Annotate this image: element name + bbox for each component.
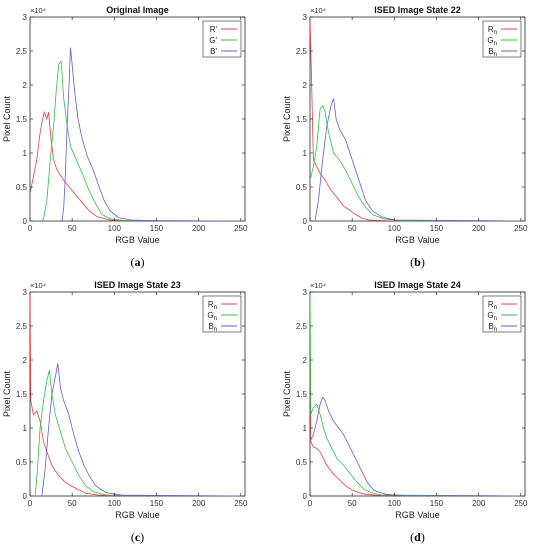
chart-1-title: ISED Image State 22 <box>374 5 461 15</box>
chart-2-ytick-label-1: 0.5 <box>16 458 28 467</box>
chart-0-xtick-label-3: 150 <box>150 224 164 233</box>
chart-1-ytick-label-4: 2 <box>303 81 308 90</box>
chart-0-xlabel: RGB Value <box>115 235 159 245</box>
chart-3-y-exponent: ×10⁴ <box>310 281 326 290</box>
chart-3-xtick-label-3: 150 <box>430 499 444 508</box>
chart-1-xlabel: RGB Value <box>395 235 439 245</box>
chart-0-legend-label-2: B' <box>210 47 217 56</box>
chart-1-ytick-label-2: 1 <box>303 149 308 158</box>
chart-3-caption: (d) <box>410 530 425 544</box>
chart-0-ytick-label-0: 0 <box>23 217 28 226</box>
chart-3-ytick-label-6: 3 <box>303 288 308 297</box>
chart-1-xtick-label-2: 100 <box>388 224 402 233</box>
chart-3-series-1-line <box>310 292 525 496</box>
chart-0-xtick-label-5: 250 <box>234 224 248 233</box>
chart-0-title: Original Image <box>106 5 169 15</box>
chart-3-series-0-line <box>310 292 525 496</box>
chart-3-panel: 0 50 100 150 200 250 0 0.5 1 1.5 2 2.5 3×10⁴ ISED Ima… <box>282 280 528 544</box>
chart-3-xtick-label-4: 200 <box>472 499 486 508</box>
chart-3-xtick-label-5: 250 <box>514 499 528 508</box>
chart-2-xtick-label-3: 150 <box>150 499 164 508</box>
chart-0-xtick-label-2: 100 <box>108 224 122 233</box>
chart-2-ytick-label-5: 2.5 <box>16 322 28 331</box>
chart-1-legend-label-1: Gn <box>487 36 497 47</box>
chart-2-ytick-label-4: 2 <box>23 356 28 365</box>
chart-2-xtick-label-1: 50 <box>68 499 77 508</box>
chart-1-series-1-line <box>310 104 525 221</box>
chart-0-xtick-label-4: 200 <box>192 224 206 233</box>
chart-3-ytick-label-1: 0.5 <box>296 458 308 467</box>
chart-2-xtick-label-0: 0 <box>28 499 33 508</box>
chart-1-ytick-label-6: 3 <box>303 13 308 22</box>
chart-3-legend-label-2: Bn <box>488 322 497 333</box>
chart-2-xtick-label-4: 200 <box>192 499 206 508</box>
chart-1-ytick-label-3: 1.5 <box>296 115 308 124</box>
chart-0-xtick-label-1: 50 <box>68 224 77 233</box>
chart-2-legend-label-1: Gn <box>207 311 217 322</box>
chart-3-ytick-label-0: 0 <box>303 492 308 501</box>
chart-2-ylabel: Pixel Count <box>2 370 12 417</box>
chart-3-xtick-label-0: 0 <box>308 499 313 508</box>
chart-3-legend-label-0: Rn <box>488 300 497 311</box>
chart-1-xtick-label-4: 200 <box>472 224 486 233</box>
chart-1-ylabel: Pixel Count <box>282 95 292 142</box>
chart-2-xtick-label-2: 100 <box>108 499 122 508</box>
chart-2-legend-label-0: Rn <box>208 300 217 311</box>
chart-1-legend-label-0: Rn <box>488 25 497 36</box>
chart-2-y-exponent: ×10⁴ <box>30 281 46 290</box>
chart-0-y-exponent: ×10⁴ <box>30 6 46 15</box>
chart-3-xtick-label-1: 50 <box>348 499 357 508</box>
chart-0-ytick-label-5: 2.5 <box>16 47 28 56</box>
chart-1-series-2-line <box>310 98 525 221</box>
chart-0-panel: 0 50 100 150 200 250 0 0.5 1 1.5 2 2.5 3×10⁴ Original… <box>2 5 248 269</box>
chart-3-ytick-label-2: 1 <box>303 424 308 433</box>
chart-0-legend-label-1: G' <box>209 36 217 45</box>
chart-0-series-2-line <box>30 47 245 221</box>
chart-3-xtick-label-2: 100 <box>388 499 402 508</box>
chart-2-ytick-label-0: 0 <box>23 492 28 501</box>
chart-0-ytick-label-3: 1.5 <box>16 115 28 124</box>
chart-3-series-2-line <box>310 396 525 496</box>
chart-2-caption: (c) <box>131 530 144 544</box>
chart-2-xtick-label-5: 250 <box>234 499 248 508</box>
chart-2-series-2-line <box>30 363 245 496</box>
chart-0-series-0-line <box>30 110 245 221</box>
chart-1-ytick-label-1: 0.5 <box>296 183 308 192</box>
chart-0-ytick-label-6: 3 <box>23 13 28 22</box>
chart-3-title: ISED Image State 24 <box>374 280 461 290</box>
chart-1-ytick-label-5: 2.5 <box>296 47 308 56</box>
chart-1-legend-label-2: Bn <box>488 47 497 58</box>
chart-1-panel: 0 50 100 150 200 250 0 0.5 1 1.5 2 2.5 3×10⁴ ISED Ima… <box>282 5 528 269</box>
chart-2-series-1-line <box>30 370 245 496</box>
chart-3-ytick-label-4: 2 <box>303 356 308 365</box>
chart-2-series-0-line <box>30 292 245 496</box>
chart-1-xtick-label-1: 50 <box>348 224 357 233</box>
chart-1-xtick-label-3: 150 <box>430 224 444 233</box>
chart-1-y-exponent: ×10⁴ <box>310 6 326 15</box>
chart-3-legend-label-1: Gn <box>487 311 497 322</box>
chart-3-ytick-label-5: 2.5 <box>296 322 308 331</box>
chart-2-panel: 0 50 100 150 200 250 0 0.5 1 1.5 2 2.5 3×10⁴ ISED Ima… <box>2 280 248 544</box>
chart-0-ytick-label-1: 0.5 <box>16 183 28 192</box>
chart-1-caption: (b) <box>410 255 425 269</box>
chart-1-xtick-label-0: 0 <box>308 224 313 233</box>
chart-3-xlabel: RGB Value <box>395 510 439 520</box>
chart-1-xtick-label-5: 250 <box>514 224 528 233</box>
chart-2-legend-label-2: Bn <box>208 322 217 333</box>
chart-1-ytick-label-0: 0 <box>303 217 308 226</box>
chart-0-caption: (a) <box>131 255 145 269</box>
chart-2-ytick-label-2: 1 <box>23 424 28 433</box>
chart-2-title: ISED Image State 23 <box>94 280 181 290</box>
chart-0-ylabel: Pixel Count <box>2 95 12 142</box>
chart-2-ytick-label-6: 3 <box>23 288 28 297</box>
chart-2-xlabel: RGB Value <box>115 510 159 520</box>
chart-0-ytick-label-2: 1 <box>23 149 28 158</box>
chart-0-legend-label-0: R' <box>210 25 218 34</box>
chart-0-ytick-label-4: 2 <box>23 81 28 90</box>
chart-3-ytick-label-3: 1.5 <box>296 390 308 399</box>
chart-3-ylabel: Pixel Count <box>282 370 292 417</box>
chart-2-ytick-label-3: 1.5 <box>16 390 28 399</box>
chart-0-xtick-label-0: 0 <box>28 224 33 233</box>
